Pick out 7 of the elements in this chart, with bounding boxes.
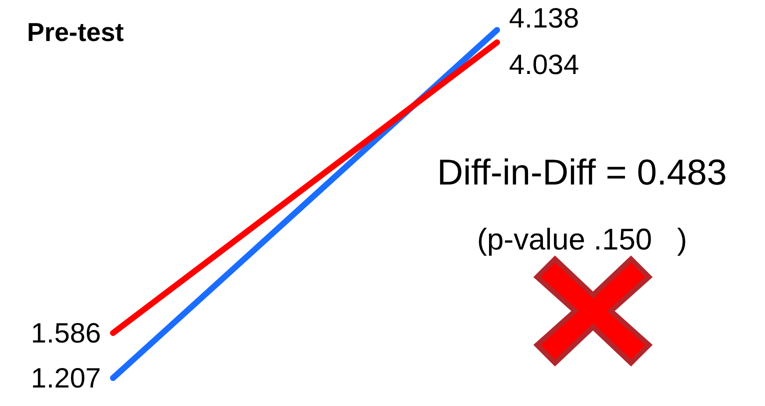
data-label: 1.586 [30, 318, 101, 348]
chart-title: Pre-test [27, 17, 124, 47]
annotation: Diff-in-Diff = 0.483 [437, 152, 727, 192]
annotation: (p-value .150 ) [476, 224, 688, 256]
data-label: 4.138 [509, 2, 580, 34]
data-label: 1.207 [30, 362, 101, 394]
data-label: 4.034 [509, 48, 580, 80]
